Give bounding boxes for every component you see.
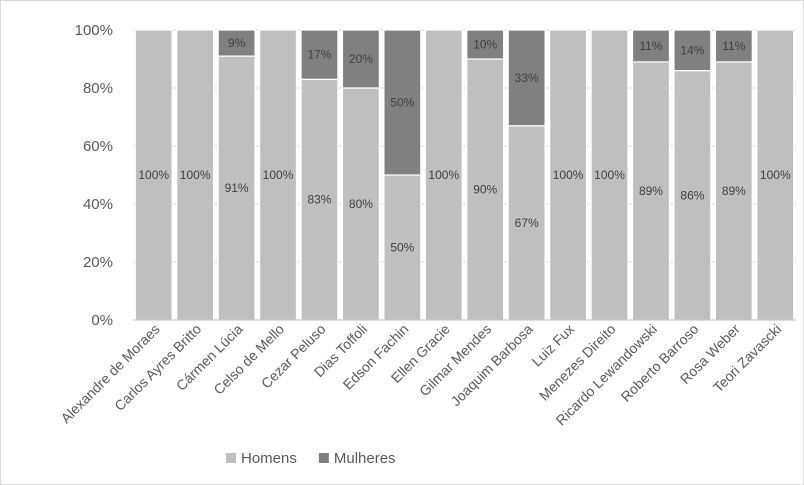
data-label-mulheres: 14% <box>680 43 704 57</box>
legend-label: Homens <box>241 450 297 467</box>
y-tick-label: 0% <box>91 312 113 329</box>
data-label-mulheres: 11% <box>722 39 745 53</box>
bar-homens <box>714 61 753 321</box>
data-label-homens: 67% <box>515 216 539 230</box>
bar-homens <box>673 69 712 321</box>
data-label-homens: 80% <box>349 197 373 211</box>
bar-mulheres <box>631 29 671 63</box>
bar-mulheres <box>673 29 712 72</box>
bar-homens <box>300 78 339 321</box>
data-label-homens: 50% <box>390 241 414 255</box>
data-label-mulheres: 50% <box>390 96 414 110</box>
bar-mulheres <box>383 29 422 176</box>
y-axis: 0% 20% 40% 60% 80% 100% <box>75 22 113 329</box>
bars: 100% 100% 9% 91% 100% 17% 83% 20% 80% 50% 50% 100% 1… <box>134 29 795 321</box>
y-tick-label: 20% <box>83 254 113 271</box>
data-label-homens: 86% <box>680 188 704 202</box>
data-label-homens: 100% <box>594 168 625 182</box>
data-label-homens: 100% <box>263 168 294 182</box>
bar-mulheres <box>714 29 753 63</box>
data-label-mulheres: 33% <box>515 71 539 85</box>
y-tick-label: 100% <box>75 22 113 39</box>
data-label-homens: 91% <box>225 181 249 195</box>
legend-swatch <box>226 453 236 463</box>
data-label-mulheres: 9% <box>228 36 246 50</box>
legend: Homens Mulheres <box>226 450 396 467</box>
bar-mulheres <box>300 29 339 80</box>
bar-mulheres <box>507 29 546 127</box>
data-label-mulheres: 17% <box>307 48 331 62</box>
data-label-homens: 100% <box>553 168 584 182</box>
bar-homens <box>341 87 380 321</box>
bar-homens <box>466 58 505 321</box>
data-label-homens: 90% <box>473 183 497 197</box>
data-label-homens: 89% <box>639 184 663 198</box>
data-label-mulheres: 10% <box>473 38 497 52</box>
legend-label: Mulheres <box>334 450 396 467</box>
y-tick-label: 80% <box>83 80 113 97</box>
data-label-homens: 83% <box>307 193 331 207</box>
bar-mulheres <box>217 29 256 57</box>
data-label-homens: 100% <box>760 168 791 182</box>
bar-homens <box>383 174 422 321</box>
y-tick-label: 60% <box>83 138 113 155</box>
bar-mulheres <box>341 29 380 89</box>
bar-homens <box>590 29 629 321</box>
data-label-mulheres: 11% <box>639 39 662 53</box>
bar-homens <box>549 29 588 321</box>
data-label-homens: 100% <box>138 168 169 182</box>
data-label-homens: 100% <box>428 168 459 182</box>
data-label-homens: 100% <box>180 168 211 182</box>
y-tick-label: 40% <box>83 196 113 213</box>
bar-homens <box>258 29 298 321</box>
bar-homens <box>424 29 463 321</box>
data-label-homens: 89% <box>722 184 746 198</box>
bar-mulheres <box>466 29 505 60</box>
data-label-mulheres: 20% <box>349 52 373 66</box>
legend-swatch <box>318 453 329 463</box>
